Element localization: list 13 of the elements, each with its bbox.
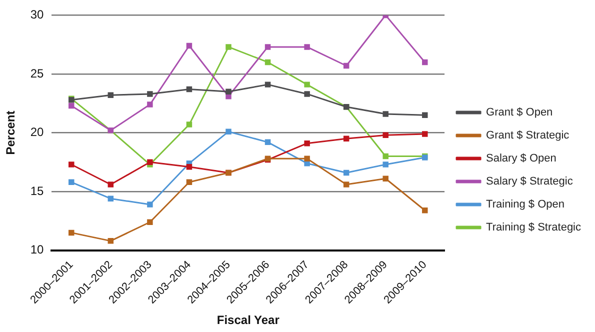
- y-axis-title: Percent: [4, 110, 18, 155]
- y-tick-label: 15: [30, 184, 44, 198]
- y-tick-label: 30: [30, 8, 44, 22]
- legend-label: Salary $ Strategic: [486, 176, 574, 188]
- y-tick-label: 20: [30, 125, 44, 140]
- legend-label: Training $ Strategic: [486, 222, 582, 234]
- legend-label: Grant $ Strategic: [486, 130, 570, 142]
- x-axis-title: Fiscal Year: [216, 313, 280, 328]
- legend-label: Salary $ Open: [486, 152, 556, 165]
- legend-label: Grant $ Open: [486, 106, 553, 119]
- y-tick-label: 10: [30, 242, 44, 257]
- y-tick-label: 25: [30, 66, 44, 80]
- legend-label: Training $ Open: [486, 198, 565, 211]
